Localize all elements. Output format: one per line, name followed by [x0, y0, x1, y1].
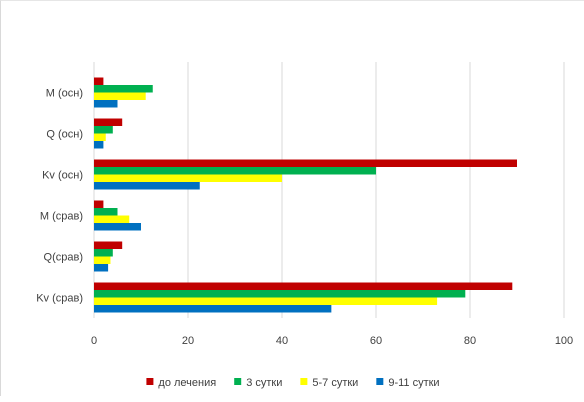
legend-label: 3 сутки	[246, 377, 282, 389]
bar-3-4	[94, 215, 130, 223]
bar-4-5	[94, 264, 109, 272]
category-label: Kv (осн)	[42, 170, 83, 182]
category-label: M (срав)	[40, 211, 83, 223]
bar-3-5	[94, 256, 111, 264]
bar-4-1	[94, 100, 118, 108]
legend-label: до лечения	[158, 377, 216, 389]
x-axis-ticks: 0 20 40 60 80 100	[91, 335, 573, 347]
x-tick-label: 40	[276, 335, 288, 347]
bar-2-4	[94, 208, 118, 216]
gridlines	[93, 62, 565, 318]
category-label: Kv (срав)	[36, 293, 83, 305]
bar-1-5	[94, 241, 123, 249]
x-tick-label: 0	[91, 335, 97, 347]
bar-4-4	[94, 223, 141, 231]
category-labels: M (осн) Q (осн) Kv (осн) M (срав) Q(срав) Kv …	[36, 88, 83, 305]
bars	[94, 77, 517, 313]
bar-4-6	[94, 305, 332, 313]
legend-label: 9-11 сутки	[388, 377, 439, 389]
bar-3-1	[94, 92, 146, 100]
legend-swatch	[234, 378, 242, 385]
category-label: M (осн)	[46, 88, 83, 100]
bar-1-2	[94, 118, 123, 126]
bar-3-2	[94, 133, 106, 141]
category-label: Q (осн)	[46, 129, 83, 141]
bar-3-3	[94, 174, 282, 182]
bar-2-3	[94, 167, 376, 175]
legend-swatch	[376, 378, 384, 385]
bar-1-6	[94, 282, 513, 290]
bar-2-1	[94, 85, 153, 93]
bar-1-3	[94, 159, 517, 167]
x-tick-label: 60	[370, 335, 382, 347]
legend-swatch	[146, 378, 154, 385]
bar-1-4	[94, 200, 104, 208]
legend: до лечения 3 сутки 5-7 сутки 9-11 сутки	[146, 377, 440, 389]
x-tick-label: 80	[464, 335, 476, 347]
legend-swatch	[300, 378, 308, 385]
bar-2-6	[94, 290, 466, 298]
bar-1-1	[94, 77, 104, 85]
bar-2-2	[94, 126, 113, 134]
bar-3-6	[94, 297, 438, 305]
legend-label: 5-7 сутки	[312, 377, 358, 389]
bar-4-3	[94, 182, 200, 190]
bar-2-5	[94, 249, 113, 257]
x-tick-label: 100	[555, 335, 573, 347]
category-label: Q(срав)	[44, 252, 83, 264]
x-tick-label: 20	[182, 335, 194, 347]
bar-4-2	[94, 141, 104, 149]
